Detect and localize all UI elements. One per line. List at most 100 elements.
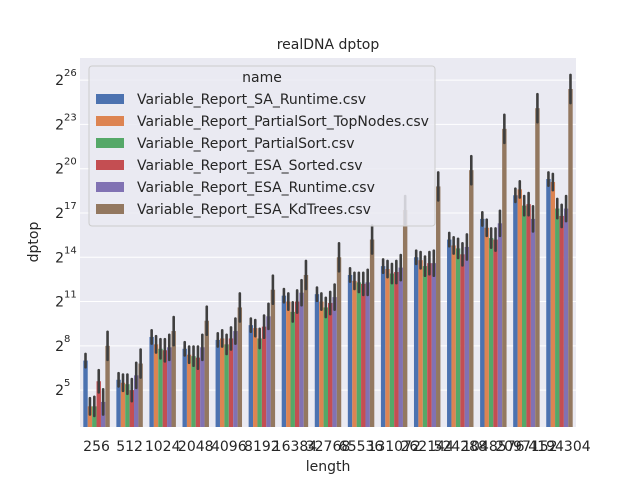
bar (281, 295, 287, 427)
bar (233, 331, 238, 427)
legend-label: Variable_Report_PartialSort_TopNodes.csv (137, 114, 429, 130)
bar (129, 390, 135, 427)
bar (546, 179, 551, 427)
bar (171, 331, 176, 427)
bar (134, 375, 139, 427)
bar (83, 360, 88, 427)
bar (563, 208, 569, 427)
error-bars-group (84, 73, 572, 418)
bar (323, 307, 328, 427)
x-tick-label: 131072 (367, 439, 420, 455)
bar (427, 263, 432, 427)
bar (266, 316, 271, 427)
bar (521, 205, 527, 427)
bar (559, 215, 564, 427)
y-tick-label: 2 (55, 73, 64, 89)
bar (167, 347, 172, 427)
y-tick-exponent: 5 (64, 378, 70, 389)
y-tick-exponent: 17 (64, 201, 77, 212)
legend-label: Variable_Report_ESA_Runtime.csv (137, 180, 375, 196)
legend-swatch (96, 182, 124, 192)
x-tick-label: 2048 (178, 439, 214, 455)
x-tick-label: 512 (116, 439, 143, 455)
bar (87, 406, 93, 427)
x-tick-label: 8192 (244, 439, 280, 455)
bar (436, 186, 441, 427)
bar (451, 245, 456, 427)
legend-frame (88, 65, 436, 227)
bar (332, 297, 337, 427)
y-tick-exponent: 20 (64, 157, 77, 168)
legend-swatch (96, 138, 124, 148)
y-axis-label: dptop (26, 222, 42, 263)
bar (422, 266, 428, 427)
bar (253, 328, 258, 427)
y-tick-label: 2 (55, 117, 64, 133)
x-tick-label: 256 (83, 439, 110, 455)
bar (513, 195, 518, 427)
x-tick-label: 262144 (400, 439, 454, 455)
bar (484, 227, 489, 427)
legend-label: Variable_Report_ESA_KdTrees.csv (137, 202, 371, 218)
bar (398, 267, 403, 427)
bar (224, 344, 229, 427)
bar (568, 88, 573, 427)
y-tick-exponent: 26 (64, 68, 77, 79)
bar (431, 263, 437, 427)
bar (149, 336, 154, 427)
bar (460, 254, 465, 427)
bar (336, 257, 342, 427)
x-tick-label: 2097152 (495, 439, 557, 455)
bar (105, 345, 110, 427)
bar (530, 218, 536, 427)
legend-label: Variable_Report_PartialSort.csv (137, 136, 355, 152)
legend-swatch (96, 160, 124, 170)
bar (369, 239, 375, 427)
bar (418, 260, 423, 427)
legend-swatch (96, 94, 124, 104)
y-tick-label: 2 (55, 250, 64, 266)
chart-title: realDNA dptop (277, 37, 380, 53)
x-tick-label: 4194304 (528, 439, 590, 455)
bar (352, 280, 357, 427)
legend: name Variable_Report_SA_Runtime.csv Variab… (88, 65, 436, 227)
bar (380, 266, 386, 427)
y-tick-exponent: 8 (64, 334, 70, 345)
bar (394, 272, 399, 427)
bar (464, 246, 470, 427)
bar (248, 325, 254, 427)
legend-swatch (96, 204, 124, 214)
y-tick-exponent: 23 (64, 112, 77, 123)
bar (191, 356, 196, 427)
legend-label: Variable_Report_SA_Runtime.csv (137, 92, 366, 108)
y-tick-exponent: 14 (64, 245, 77, 256)
x-tick-label: 65536 (339, 439, 384, 455)
y-tick-label: 2 (55, 339, 64, 355)
bar (125, 384, 130, 427)
bar (469, 170, 474, 427)
bar (535, 108, 540, 428)
bar (526, 204, 531, 427)
bar (502, 128, 507, 427)
bar (294, 301, 300, 427)
bar (96, 381, 101, 427)
bar (480, 218, 485, 427)
bar (365, 282, 370, 427)
legend-swatch (96, 116, 124, 126)
y-tick-labels: 2 52 82 112 142 172 202 232 26 (55, 68, 77, 399)
x-tick-label: 16384 (273, 439, 318, 455)
bar (319, 301, 324, 427)
y-tick-exponent: 11 (64, 290, 77, 301)
bar (385, 269, 390, 427)
bar (402, 210, 408, 427)
bar (455, 248, 461, 427)
x-tick-labels: 256 512 1024204840968192163843276865536131… (83, 439, 591, 455)
bar (138, 363, 143, 427)
bar (237, 307, 243, 427)
bar (314, 294, 320, 427)
bar (356, 282, 362, 427)
x-axis-label: length (306, 459, 351, 475)
bar (328, 303, 333, 427)
bar (200, 347, 205, 427)
bar (413, 257, 419, 427)
